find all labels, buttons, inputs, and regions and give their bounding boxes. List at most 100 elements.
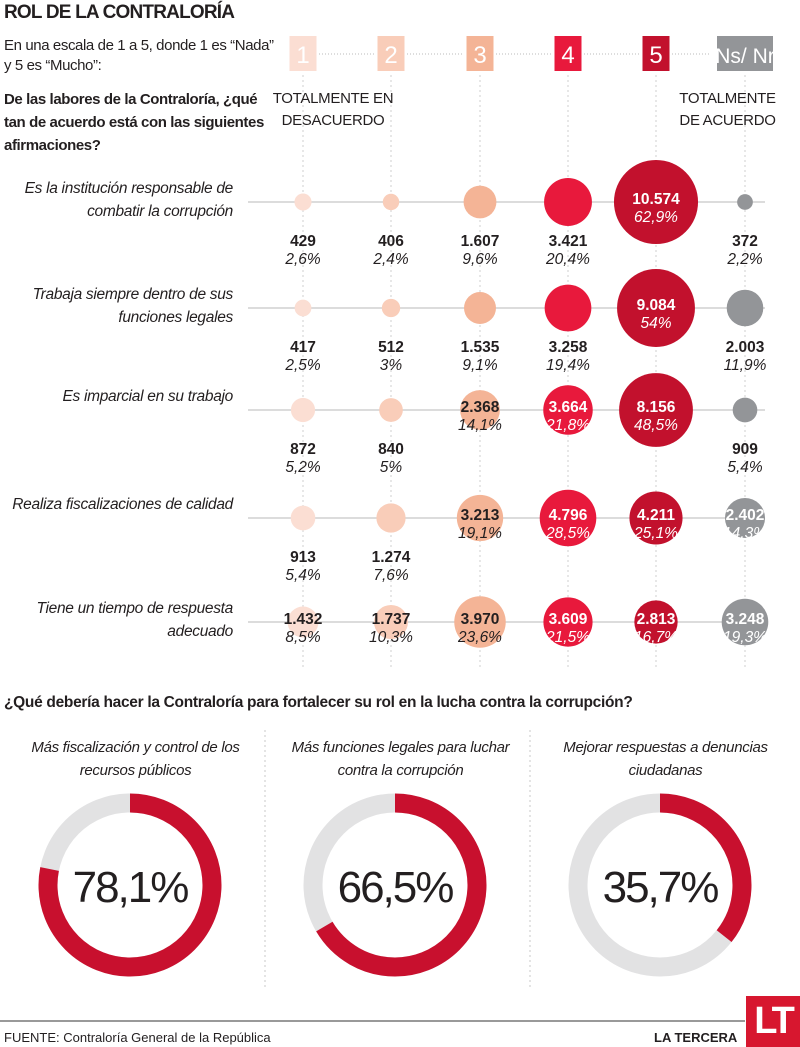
option-label: Mejorar respuestas a denuncias ciudadana… xyxy=(563,739,768,779)
bubble xyxy=(724,497,766,539)
scale-label: 2 xyxy=(384,42,397,69)
count-label: 417 xyxy=(290,339,316,356)
scale-label: 4 xyxy=(561,42,574,69)
source-note: FUENTE: Contraloría General de la Repúbl… xyxy=(4,1030,271,1045)
count-label: 1.535 xyxy=(461,339,500,356)
count-label: 10.574 xyxy=(632,191,680,208)
count-label: 3.421 xyxy=(549,233,588,250)
percent-label: 9,6% xyxy=(462,251,498,268)
count-label: 429 xyxy=(290,233,316,250)
count-label: 3.248 xyxy=(726,611,765,628)
percent-label: 5,2% xyxy=(285,459,321,476)
percent-label: 5,4% xyxy=(285,567,321,584)
bubble xyxy=(373,604,409,640)
footer-divider xyxy=(0,1020,745,1022)
scale-box xyxy=(377,36,405,71)
donut-value-arc xyxy=(568,793,752,977)
bubble xyxy=(294,299,312,317)
count-label: 4.796 xyxy=(549,507,588,524)
count-label: 872 xyxy=(290,441,316,458)
percent-label: 21,5% xyxy=(545,629,590,646)
bubble xyxy=(544,178,592,226)
bubble-matrix-chart: 1 2 3 4 5 Ns/ Nr4292,6%4062,4%1.6079,6%3.4212… xyxy=(248,36,775,670)
percent-label: 14,1% xyxy=(458,417,502,434)
bubble xyxy=(737,194,753,210)
percent-label: 2,5% xyxy=(284,357,321,374)
count-label: 2.402 xyxy=(726,507,765,524)
scale-box xyxy=(642,36,670,71)
count-label: 1.274 xyxy=(372,549,411,566)
bubble xyxy=(721,598,769,646)
bubble xyxy=(376,503,406,533)
scale-label: 5 xyxy=(649,42,662,69)
option-label: Más fiscalización y control de los recur… xyxy=(31,739,240,779)
statement-label: Tiene un tiempo de respuesta adecuado xyxy=(36,600,233,640)
count-label: 372 xyxy=(732,233,758,250)
bubble xyxy=(613,159,699,245)
donut-value-label: 66,5% xyxy=(338,863,454,912)
scale-box xyxy=(717,36,773,71)
count-label: 840 xyxy=(378,441,404,458)
percent-label: 5,4% xyxy=(727,459,763,476)
bubble xyxy=(456,494,504,542)
donut-value-label: 35,7% xyxy=(603,863,719,912)
donut-charts: 78,1% 66,5% 35,7% xyxy=(38,730,752,990)
percent-label: 16,7% xyxy=(634,629,678,646)
percent-label: 9,1% xyxy=(462,357,498,374)
count-label: 3.609 xyxy=(549,611,588,628)
bubble xyxy=(629,491,683,545)
count-label: 3.258 xyxy=(549,339,588,356)
bubble xyxy=(634,600,678,644)
brand-name: LA TERCERA xyxy=(654,1030,738,1045)
count-label: 3.970 xyxy=(461,611,500,628)
count-label: 2.003 xyxy=(726,339,765,356)
right-extreme-label: TOTALMENTE DE ACUERDO xyxy=(679,90,776,129)
infographic-title: ROL DE LA CONTRALORÍA xyxy=(4,2,235,23)
count-label: 3.213 xyxy=(461,507,500,524)
count-label: 2.368 xyxy=(461,399,500,416)
percent-label: 11,9% xyxy=(724,357,767,374)
count-label: 909 xyxy=(732,441,758,458)
count-label: 512 xyxy=(378,339,404,356)
statement-label: Es imparcial en su trabajo xyxy=(62,388,233,405)
bubble xyxy=(464,292,496,324)
percent-label: 2,6% xyxy=(284,251,321,268)
bubble xyxy=(460,390,500,430)
percent-label: 5% xyxy=(380,459,403,476)
statement-label: Realiza fiscalizaciones de calidad xyxy=(12,496,233,513)
scale-box xyxy=(466,36,494,71)
scale-label: 1 xyxy=(296,42,309,69)
percent-label: 10,3% xyxy=(369,629,413,646)
bubble xyxy=(381,298,401,318)
percent-label: 28,5% xyxy=(545,525,590,542)
scale-label: 3 xyxy=(473,42,486,69)
count-label: 3.664 xyxy=(549,399,588,416)
count-label: 1.737 xyxy=(372,611,411,628)
donut-value-label: 78,1% xyxy=(73,863,189,912)
count-label: 8.156 xyxy=(637,399,676,416)
percent-label: 48,5% xyxy=(634,417,678,434)
scale-explanation: En una escala de 1 a 5, donde 1 es “Nada… xyxy=(4,37,274,74)
donut-value-arc xyxy=(38,793,222,977)
percent-label: 54% xyxy=(640,315,671,332)
count-label: 4.211 xyxy=(637,507,675,524)
count-label: 406 xyxy=(378,233,404,250)
bubble xyxy=(463,185,497,219)
statement-label: Es la institución responsable de combati… xyxy=(24,180,234,220)
bubble xyxy=(544,284,592,332)
bubble xyxy=(287,606,319,638)
bubble xyxy=(617,269,695,347)
bubble xyxy=(294,193,312,211)
percent-label: 8,5% xyxy=(285,629,321,646)
percent-label: 2,4% xyxy=(372,251,409,268)
bubble xyxy=(726,289,764,327)
bubble xyxy=(290,397,316,423)
source-prefix: FUENTE: xyxy=(4,1030,60,1045)
left-extreme-label: TOTALMENTE EN DESACUERDO xyxy=(272,90,394,129)
percent-label: 25,1% xyxy=(633,525,678,542)
bubble xyxy=(619,373,693,447)
option-label: Más funciones legales para luchar contra… xyxy=(291,739,510,779)
bubble xyxy=(732,397,758,423)
donut-value-arc xyxy=(303,793,487,977)
bubble xyxy=(539,489,597,547)
